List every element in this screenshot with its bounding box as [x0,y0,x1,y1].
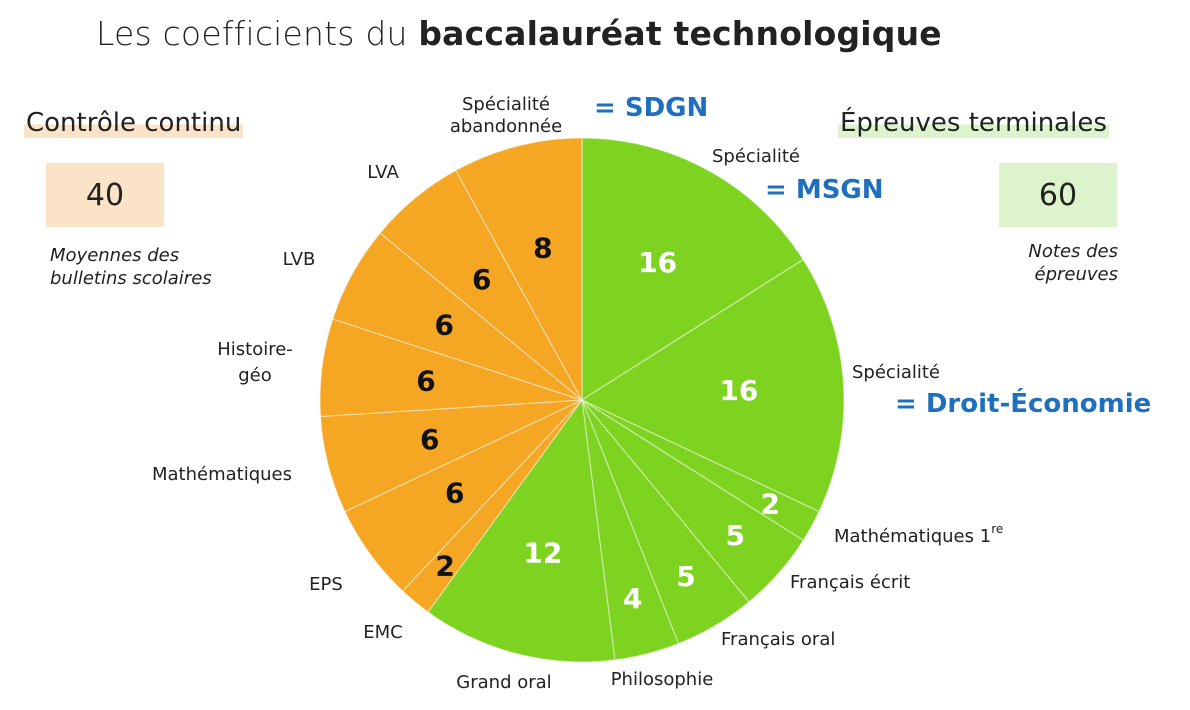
final-note-line1: Notes des [1028,241,1118,262]
page-title: Les coefficients du baccalauréat technol… [96,14,942,53]
label-math-1re: Mathématiques 1re [834,522,1003,547]
final-exams-note: Notes des épreuves [980,240,1118,286]
title-bold: baccalauréat technologique [418,14,942,53]
slice-value-6: 12 [523,536,562,569]
slice-value-10: 6 [416,364,435,397]
pie-slice-11 [332,232,583,401]
pie-slice-1 [580,258,845,513]
slice-value-9: 6 [420,423,439,456]
slice-value-4: 5 [676,560,695,593]
annotation-msgn: = MSGN [765,175,884,205]
label-grand-oral: Grand oral [456,672,551,693]
pie-slice-5 [581,399,680,661]
label-math-1re-text: Mathématiques 1 [834,526,991,547]
label-histoire-2: géo [238,365,272,386]
annotation-droit-economie: = Droit-Économie [895,387,1151,419]
label-emc: EMC [363,622,402,643]
pie-slice-12 [379,169,583,401]
label-eps: EPS [309,574,343,595]
continuous-assessment-title: Contrôle continu [24,108,244,138]
pie-slice-3 [581,399,805,603]
continuous-assessment-total: 40 [46,163,164,227]
slice-value-12: 6 [472,263,491,296]
label-lvb: LVB [283,249,316,270]
pie-slice-7 [401,399,583,613]
slice-value-2: 2 [761,488,780,521]
final-exams-title: Épreuves terminales [838,108,1109,138]
label-mathematiques: Mathématiques [152,464,292,485]
pie-slice-9 [319,399,583,513]
slice-value-8: 6 [445,476,464,509]
label-spe2: Spécialité [852,362,940,383]
pie-slice-0 [581,137,805,402]
slice-value-1: 16 [719,374,758,407]
pie-slice-2 [581,399,820,542]
label-lva: LVA [367,162,399,183]
label-spe1: Spécialité [712,146,800,167]
final-note-line2: épreuves [1034,264,1119,285]
pie-slice-4 [581,399,750,645]
label-spe-abandon-1: Spécialité [462,94,550,115]
label-histoire-1: Histoire- [217,339,293,360]
continuous-assessment-note: Moyennes des bulletins scolaires [50,244,212,290]
pie-labels: Spécialité abandonnée = SDGN Spécialité … [152,93,1151,693]
pie-slices [319,137,845,663]
slice-value-3: 5 [726,519,745,552]
title-prefix: Les coefficients du [96,14,419,53]
continuous-note-line2: bulletins scolaires [50,268,212,289]
slice-value-11: 6 [434,308,453,341]
label-philosophie: Philosophie [611,669,714,690]
continuous-note-line1: Moyennes des [50,245,180,266]
final-exams-total: 60 [999,163,1117,227]
pie-slice-8 [344,399,583,592]
slice-value-13: 8 [533,232,552,265]
pie-slice-13 [454,137,583,401]
slice-value-0: 16 [638,246,677,279]
annotation-sdgn: = SDGN [594,93,708,123]
pie-slice-6 [427,398,616,663]
slice-value-7: 2 [435,550,454,583]
label-francais-ecrit: Français écrit [790,572,910,593]
label-math-1re-sup: re [991,522,1003,536]
label-francais-oral: Français oral [721,629,835,650]
slice-value-5: 4 [623,582,642,615]
pie-slice-10 [319,318,583,418]
label-spe-abandon-2: abandonnée [450,116,562,137]
